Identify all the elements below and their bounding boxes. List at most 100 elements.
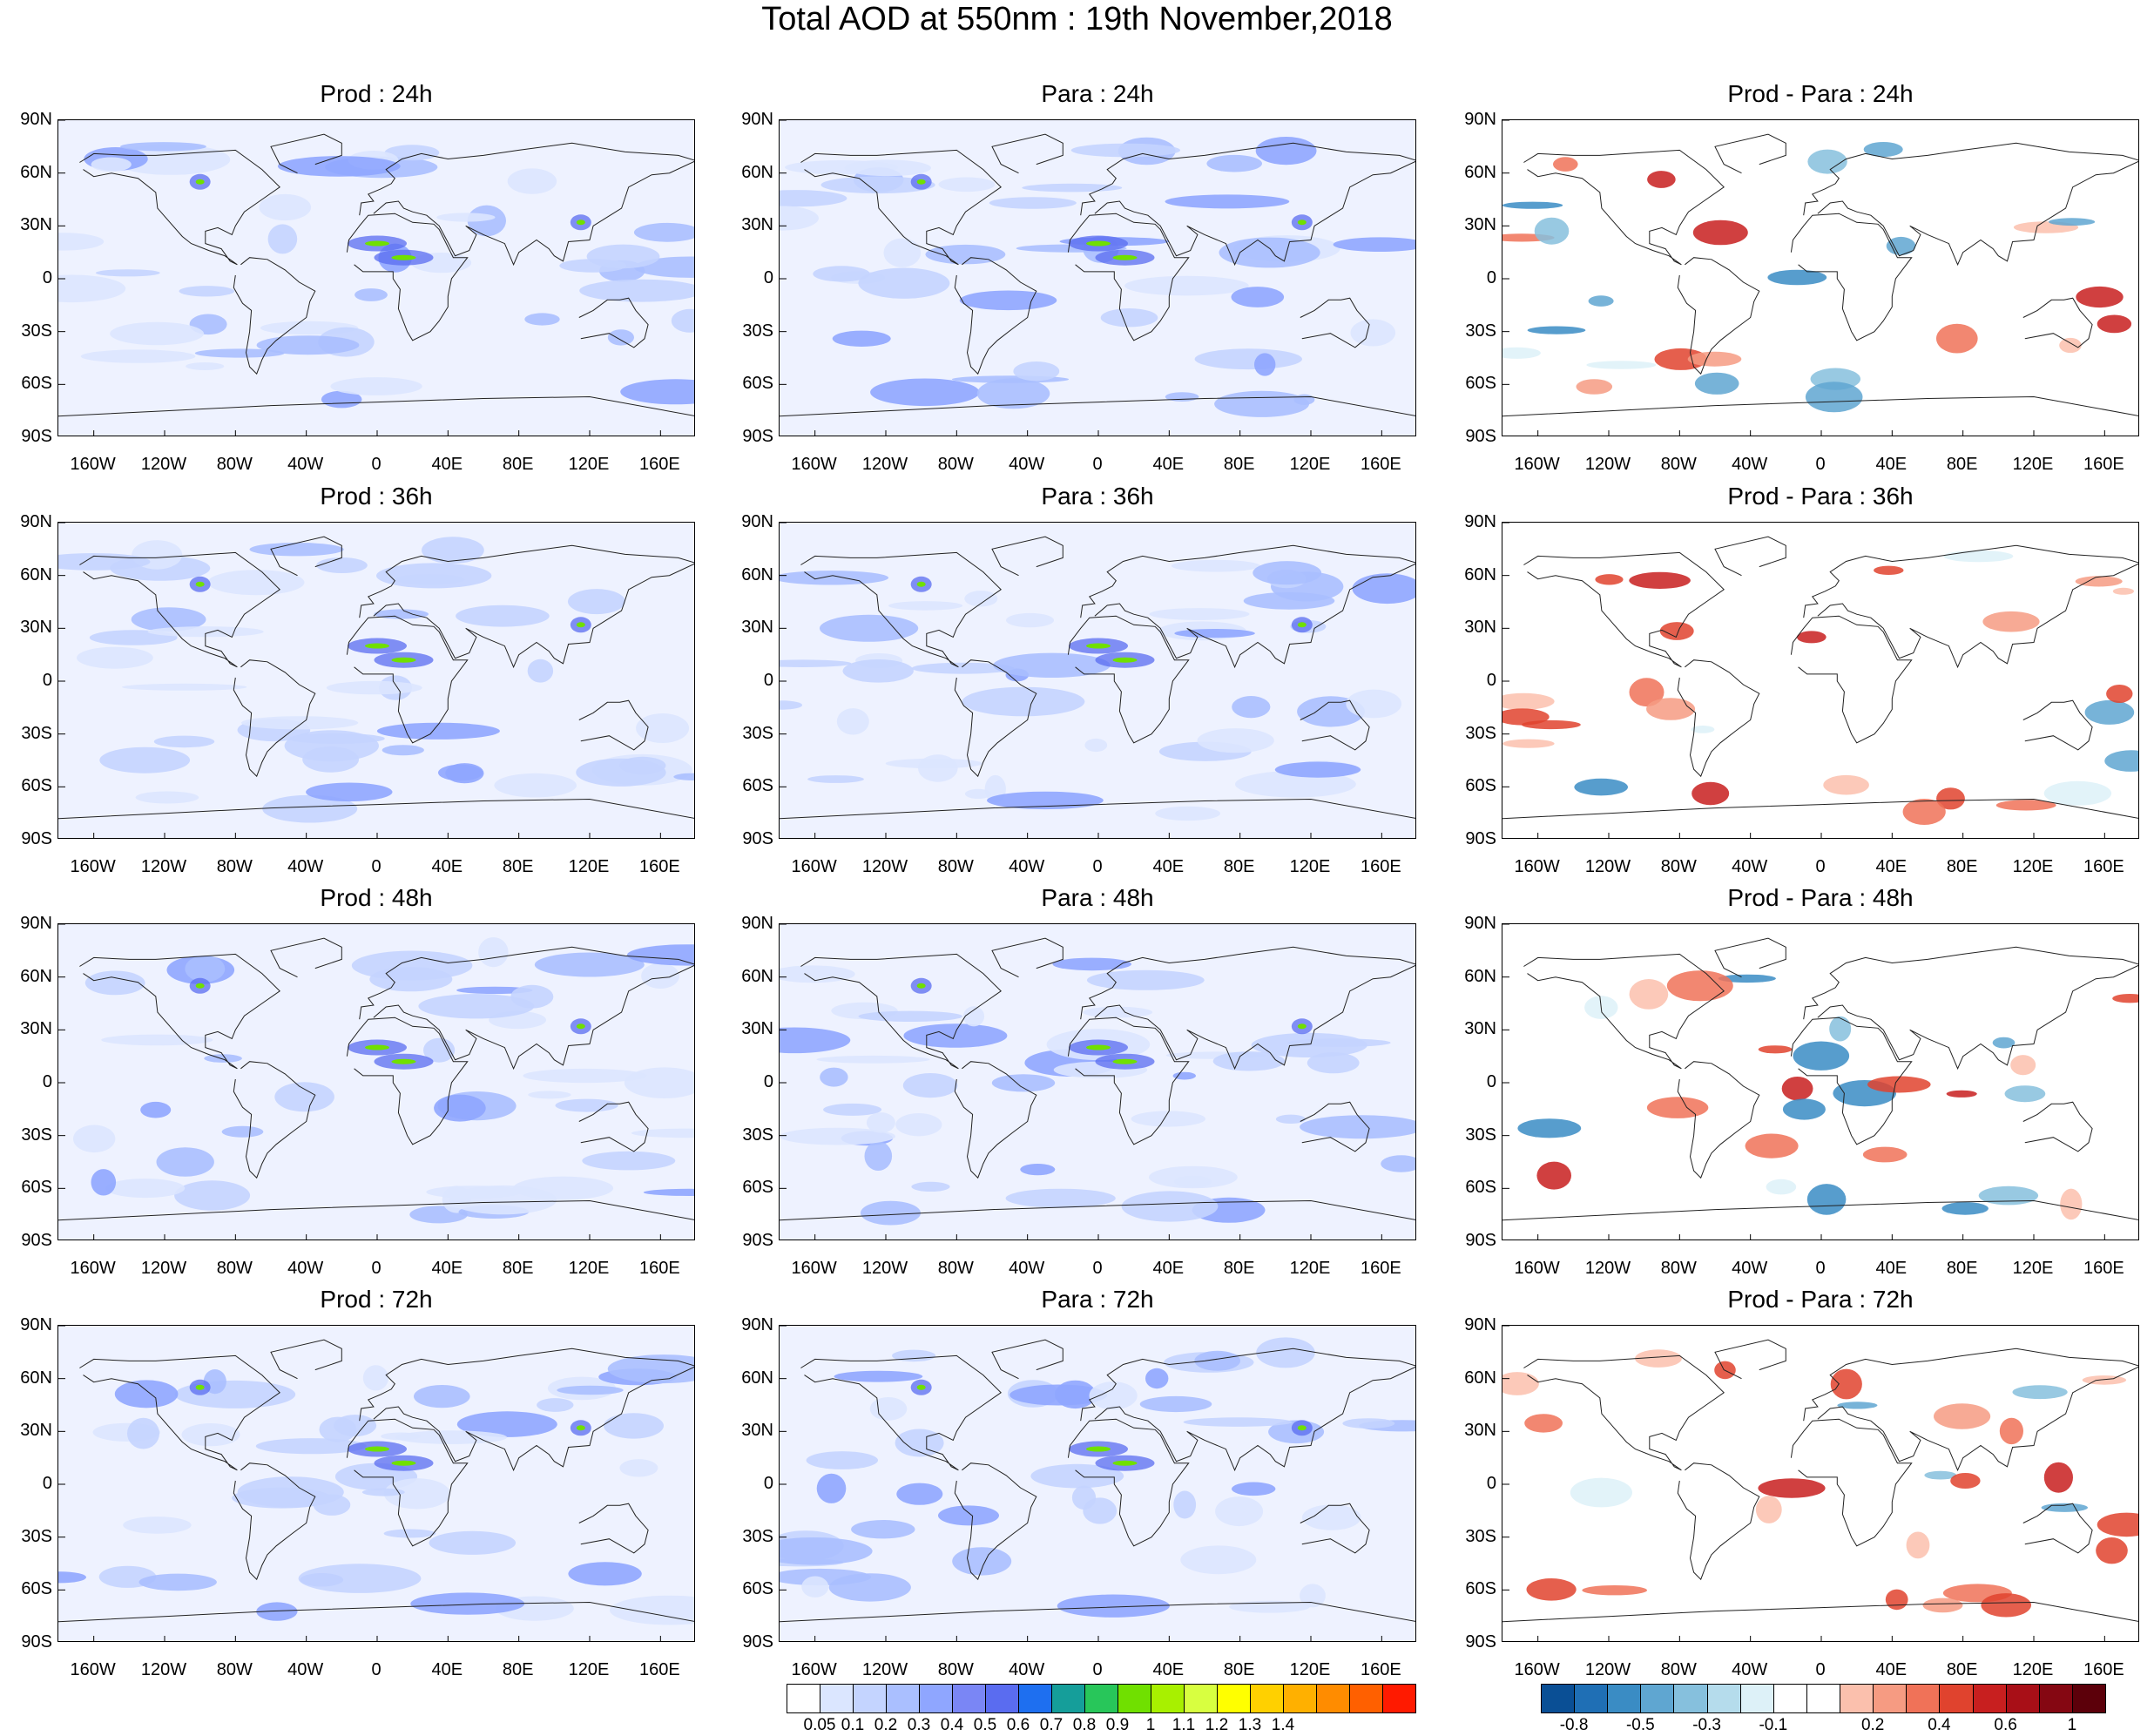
coastline: [1790, 1017, 1913, 1145]
field-blob: [84, 970, 145, 996]
field-blob: [1089, 1381, 1138, 1410]
field-blob: [537, 1398, 574, 1412]
field-blob: [1502, 201, 1563, 209]
lon-label: 120E: [568, 1660, 610, 1679]
coastline: [58, 1601, 694, 1623]
field-blob: [306, 782, 393, 802]
field-blob: [77, 646, 153, 669]
coastline: [1300, 1101, 1370, 1152]
colorbar-box: [1316, 1684, 1350, 1713]
panel-title: Prod - Para : 36h: [1727, 483, 1914, 510]
field-blob: [1536, 1161, 1571, 1190]
colorbar-label: 1.3: [1238, 1716, 1262, 1734]
aod-peak: [391, 657, 416, 663]
field-blob: [626, 944, 694, 966]
field-blob: [959, 290, 1057, 311]
coastline: [1714, 1339, 1786, 1380]
lat-label: 30S: [1465, 1125, 1496, 1145]
field-blob: [123, 1516, 192, 1534]
lon-label: 40W: [1732, 455, 1768, 474]
field-blob: [384, 145, 440, 161]
colorbar-label: 0.6: [1006, 1716, 1030, 1734]
lon-label: 120W: [140, 1660, 187, 1679]
field-blob: [1346, 689, 1402, 719]
lon-label: 160W: [791, 455, 837, 474]
field-blob: [636, 713, 690, 743]
field-blob: [1333, 237, 1415, 252]
field-blob: [557, 1385, 624, 1395]
map-frame: [57, 522, 695, 839]
field-blob: [80, 349, 196, 363]
field-blob: [1718, 974, 1776, 983]
lon-label: 40E: [431, 1259, 463, 1278]
field-blob: [1666, 970, 1733, 1002]
lat-label: 60N: [20, 162, 52, 182]
field-blob: [122, 683, 247, 691]
coastline: [1803, 142, 2138, 267]
field-blob: [619, 1459, 658, 1477]
colorbar-box: [1739, 1684, 1774, 1713]
map-panel: Prod - Para : 36h 90N 60N 30N 0 30S 60S 90S 160W…: [1464, 483, 2139, 875]
field-blob: [964, 788, 992, 799]
field-blob: [1659, 622, 1694, 640]
lat-label: 30N: [20, 618, 52, 638]
lon-label: 0: [371, 1259, 382, 1278]
field-blob: [523, 1068, 647, 1084]
field-blob: [1229, 1600, 1310, 1613]
colorbar-label: 0.5: [973, 1716, 997, 1734]
field-blob: [153, 735, 215, 748]
field-blob: [1691, 726, 1715, 733]
lon-label: 40W: [1009, 1259, 1045, 1278]
coastline: [359, 946, 694, 1071]
colorbar-box: [1250, 1684, 1284, 1713]
field-blob: [1534, 217, 1570, 245]
colorbar-label: 1.2: [1205, 1716, 1229, 1734]
colorbar-box: [1184, 1684, 1218, 1713]
map-panel: Prod : 48h 90N 60N 30N 0 30S 60S 90S 160W 120W 80W…: [20, 885, 695, 1277]
field-blob: [1867, 1076, 1931, 1093]
lat-label: 60N: [1464, 564, 1496, 584]
field-blob: [2097, 1512, 2138, 1537]
lon-label: 160W: [1514, 857, 1560, 876]
lon-label: 160E: [638, 857, 680, 876]
lon-label: 80E: [1946, 1660, 1978, 1679]
field-blob: [1588, 295, 1614, 307]
field-blob: [2043, 1462, 2073, 1493]
field-blob: [181, 1423, 240, 1447]
field-blob: [1502, 347, 1541, 359]
colorbar-box: [1706, 1684, 1741, 1713]
colorbar-box: [787, 1684, 820, 1713]
lon-label: 80W: [216, 1660, 253, 1679]
colorbar-box: [820, 1684, 854, 1713]
colorbar-box: [1051, 1684, 1085, 1713]
lon-label: 40W: [287, 1259, 324, 1278]
lat-label: 30N: [20, 1421, 52, 1441]
map-field: [1502, 1326, 2138, 1641]
field-blob: [179, 286, 235, 297]
field-blob: [962, 686, 1085, 717]
aod-peak: [576, 622, 585, 628]
lat-label: 0: [763, 671, 773, 690]
colorbar-box: [2071, 1684, 2106, 1713]
field-blob: [376, 563, 492, 589]
colorbar-box: [1607, 1684, 1642, 1713]
field-blob: [807, 775, 864, 783]
field-blob: [1502, 739, 1555, 748]
lat-label: 60S: [21, 1579, 52, 1599]
coastline: [1067, 213, 1190, 341]
field-blob: [262, 794, 358, 823]
field-blob: [1691, 781, 1730, 806]
field-blob: [780, 965, 855, 983]
field-blob: [1052, 957, 1131, 971]
field-blob: [842, 659, 914, 683]
lat-label: 90N: [1464, 110, 1496, 129]
field-blob: [1922, 1598, 1963, 1613]
coastline: [346, 213, 469, 341]
field-blob: [820, 1067, 848, 1087]
field-blob: [58, 233, 105, 251]
coastline: [1300, 297, 1370, 348]
coastline: [1502, 1199, 2138, 1221]
field-blob: [1274, 761, 1361, 778]
lat-label: 0: [1486, 268, 1496, 287]
field-blob: [1149, 608, 1250, 620]
